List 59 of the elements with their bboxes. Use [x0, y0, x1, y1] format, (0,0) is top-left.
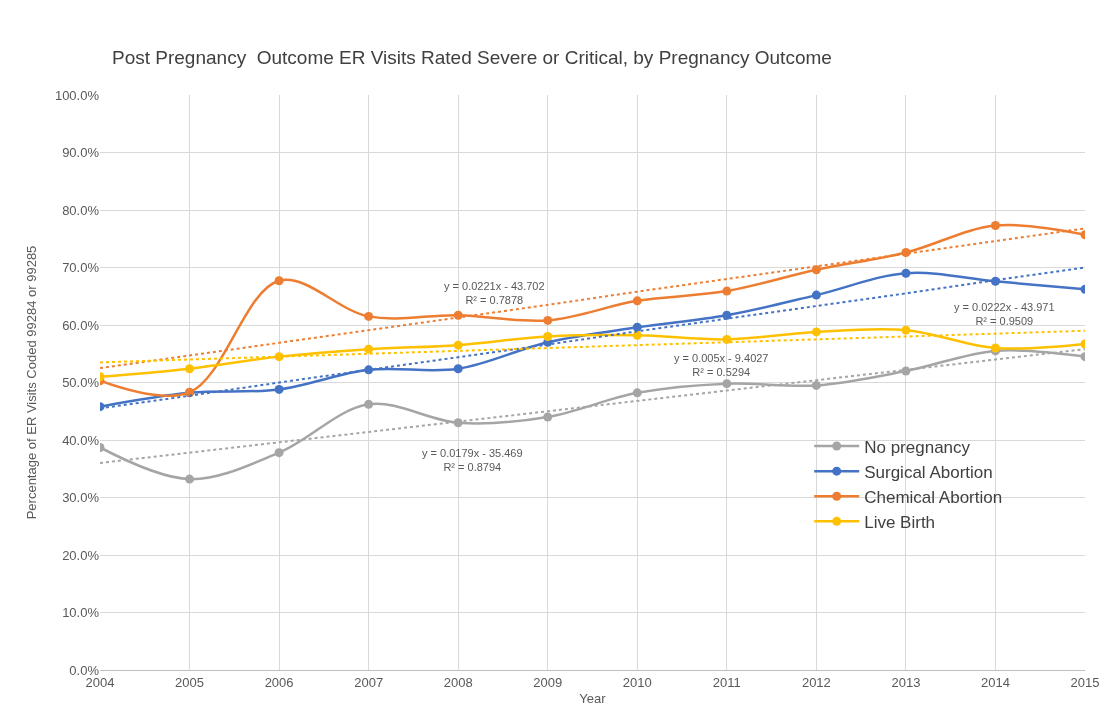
x-tick-label: 2012 — [801, 674, 831, 690]
legend-label: Surgical Abortion — [864, 462, 993, 482]
point — [632, 388, 642, 398]
point — [364, 311, 374, 321]
x-tick-label: 2009 — [533, 674, 563, 690]
x-axis-title: Year — [579, 691, 607, 707]
legend-label: Live Birth — [864, 512, 936, 532]
y-tick-label: 40.0% — [62, 432, 100, 448]
x-tick-label: 2013 — [891, 674, 921, 690]
x-tick-label: 2011 — [712, 674, 741, 690]
point — [811, 380, 821, 390]
x-tick-label: 2014 — [980, 674, 1010, 690]
point — [811, 327, 821, 337]
x-tick-label: 2006 — [264, 674, 294, 690]
point — [811, 290, 821, 300]
point — [364, 344, 374, 354]
point — [185, 364, 195, 374]
y-tick-label: 90.0% — [62, 145, 100, 161]
point — [364, 399, 374, 409]
x-tick-label: 2008 — [443, 674, 473, 690]
point — [811, 265, 821, 275]
point — [632, 322, 642, 332]
point — [632, 330, 642, 340]
annotation: y = 0.0179x - 35.469 R² = 0.8794 — [422, 447, 523, 474]
y-tick-label: 30.0% — [62, 490, 100, 506]
chart-title: Post Pregnancy Outcome ER Visits Rated Severe or Critical, by Pregnancy Outcome — [112, 47, 832, 69]
point — [543, 315, 553, 325]
point — [274, 448, 284, 458]
point — [185, 474, 195, 484]
point — [901, 325, 911, 335]
point — [901, 268, 911, 278]
y-tick-label: 20.0% — [62, 547, 100, 563]
y-tick-label: 70.0% — [62, 260, 100, 276]
x-tick-label: 2010 — [622, 674, 652, 690]
point — [543, 412, 553, 422]
point — [722, 286, 732, 296]
y-tick-label: 60.0% — [62, 317, 100, 333]
annotation: y = 0.0222x - 43.971 R² = 0.9509 — [954, 301, 1055, 328]
point — [274, 276, 284, 286]
x-tick-label: 2005 — [175, 674, 205, 690]
x-tick-label: 2007 — [354, 674, 384, 690]
point — [632, 296, 642, 306]
y-axis-title: Percentage of ER Visits Coded 99284 or 99285 — [23, 245, 39, 520]
y-tick-label: 100.0% — [54, 87, 100, 103]
point — [453, 310, 463, 320]
y-tick-label: 10.0% — [62, 605, 100, 621]
legend-label: Chemical Abortion — [864, 487, 1003, 507]
point — [990, 221, 1000, 231]
y-tick-label: 50.0% — [62, 375, 100, 391]
point — [274, 384, 284, 394]
point — [722, 379, 732, 389]
point — [453, 340, 463, 350]
x-tick-label: 2015 — [1070, 674, 1100, 690]
annotation: y = 0.005x - 9.4027 R² = 0.5294 — [674, 352, 769, 379]
point — [453, 364, 463, 374]
y-tick-label: 80.0% — [62, 202, 100, 218]
annotation: y = 0.0221x - 43.702 R² = 0.7878 — [444, 280, 545, 307]
legend-label: No pregnancy — [864, 437, 971, 457]
point — [543, 332, 553, 341]
